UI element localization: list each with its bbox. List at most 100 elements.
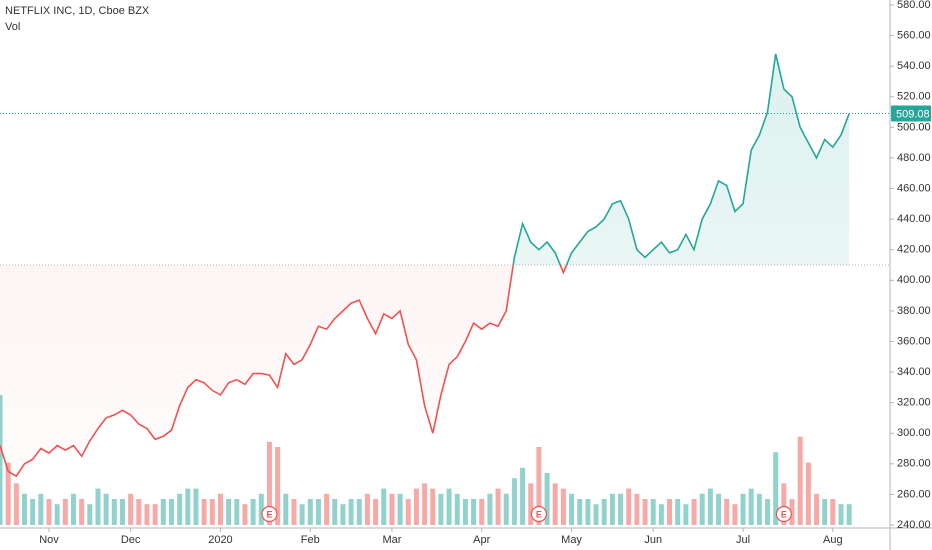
x-tick-label: Dec (121, 534, 141, 546)
volume-bar (724, 499, 730, 525)
volume-bar (487, 493, 493, 525)
volume-bar (266, 441, 272, 525)
price-line-up (512, 53, 850, 265)
volume-bar (389, 493, 395, 525)
area-down (0, 265, 850, 477)
volume-bar (324, 493, 330, 525)
volume-bar (373, 499, 379, 525)
volume-bar (46, 499, 52, 525)
volume-bar (209, 499, 215, 525)
volume-bar (422, 483, 428, 525)
volume-bar (201, 499, 207, 525)
volume-bar (699, 493, 705, 525)
volume-bar (168, 499, 174, 525)
volume-bar (144, 504, 150, 525)
volume-bar (70, 493, 76, 525)
y-tick-label: 500.00 (897, 121, 931, 133)
volume-bar (356, 499, 362, 525)
volume-bar (177, 493, 183, 525)
volume-bar (503, 493, 509, 525)
volume-bar (691, 499, 697, 525)
volume-bar (128, 493, 134, 525)
volume-bar (340, 504, 346, 525)
volume-bar (103, 493, 109, 525)
volume-bar (495, 488, 501, 525)
volume-bar (87, 504, 93, 525)
volume-bar (348, 499, 354, 525)
volume-bar (675, 499, 681, 525)
earnings-marker (261, 505, 278, 523)
volume-bar (773, 452, 779, 525)
volume-bar (152, 504, 158, 525)
x-tick-label: Apr (473, 534, 490, 546)
volume-bar (364, 493, 370, 525)
volume-bar (544, 473, 550, 525)
volume-bar (136, 499, 142, 525)
y-tick-label: 360.00 (897, 335, 931, 347)
y-tick-label: 300.00 (897, 427, 931, 439)
volume-bar (217, 493, 223, 525)
volume-bar (609, 493, 615, 525)
volume-bar (756, 493, 762, 525)
volume-bar (667, 499, 673, 525)
y-tick-label: 480.00 (897, 152, 931, 164)
volume-bar (299, 504, 305, 525)
volume-bar (0, 395, 3, 525)
volume-bar (193, 488, 199, 525)
x-tick-label: Jun (644, 534, 662, 546)
volume-bar (185, 488, 191, 525)
earnings-marker (775, 505, 792, 523)
volume-bar (95, 488, 101, 525)
volume-bar (397, 493, 403, 525)
y-tick-label: 540.00 (897, 60, 931, 72)
volume-bar (307, 499, 313, 525)
volume-bar (438, 493, 444, 525)
volume-bar (291, 499, 297, 525)
volume-bar (226, 499, 232, 525)
volume-bar (332, 499, 338, 525)
x-tick-label: Mar (382, 534, 401, 546)
volume-bar (658, 504, 664, 525)
y-tick-label: 380.00 (897, 305, 931, 317)
volume-bar (634, 493, 640, 525)
volume-bar (765, 499, 771, 525)
earnings-marker (530, 505, 547, 523)
y-tick-label: 320.00 (897, 397, 931, 409)
volume-bar (642, 499, 648, 525)
volume-bar (626, 488, 632, 525)
volume-bar (479, 499, 485, 525)
volume-bar (569, 493, 575, 525)
price-line-down (0, 265, 568, 478)
volume-bar (315, 499, 321, 525)
area-up (0, 53, 850, 265)
volume-bar (5, 462, 11, 525)
volume-bar (275, 447, 281, 525)
volume-bar (707, 488, 713, 525)
volume-bar (381, 488, 387, 525)
y-tick-label: 280.00 (897, 458, 931, 470)
last-price-label: 509.08 (896, 108, 930, 120)
x-tick-label: Aug (823, 534, 843, 546)
volume-bar (650, 499, 656, 525)
volume-bar (430, 488, 436, 525)
y-tick-label: 420.00 (897, 244, 931, 256)
volume-bar (552, 483, 558, 525)
y-tick-label: 340.00 (897, 366, 931, 378)
volume-bar (160, 499, 166, 525)
volume-bar (593, 504, 599, 525)
volume-bar (740, 493, 746, 525)
volume-label: Vol (5, 21, 20, 33)
volume-bar (601, 499, 607, 525)
volume-bar (21, 493, 27, 525)
volume-bar (413, 488, 419, 525)
volume-bar (62, 499, 68, 525)
volume-bar (789, 499, 795, 525)
volume-bar (119, 499, 125, 525)
y-tick-label: 560.00 (897, 29, 931, 41)
chart-title: NETFLIX INC, 1D, Cboe BZX (5, 5, 150, 17)
volume-bar (511, 478, 517, 525)
volume-bar (536, 447, 542, 525)
y-tick-label: 240.00 (897, 519, 931, 531)
volume-bar (520, 467, 526, 525)
